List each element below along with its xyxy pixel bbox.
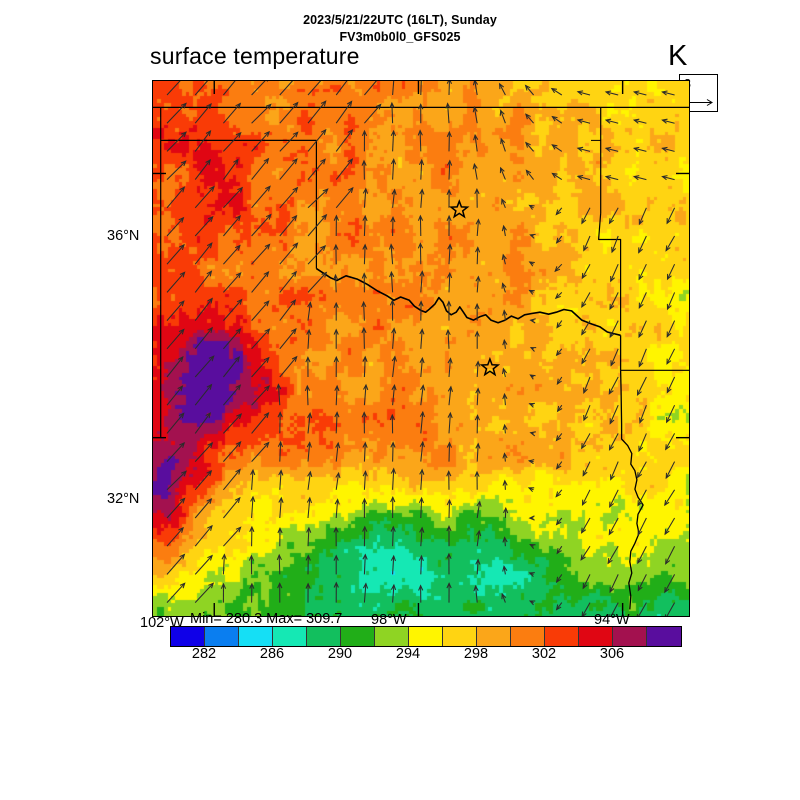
colorbar-tick: 298 [463,646,489,662]
wind-vector-field [166,81,676,616]
lat-tick-32n: 32°N [107,491,140,507]
lon-tick-94w: 94°W [594,612,630,628]
colorbar-tick: 306 [599,646,625,662]
colorbar-segment [375,627,409,646]
colorbar[interactable] [170,626,682,647]
colorbar-tick: 282 [191,646,217,662]
colorbar-segment [409,627,443,646]
station-star-north [449,199,470,219]
lat-tick-36n: 36°N [107,228,140,244]
colorbar-segment [171,627,205,646]
colorbar-tick: 286 [259,646,285,662]
colorbar-tick: 302 [531,646,557,662]
map-overlay-layer [153,81,689,616]
axis-ticks [153,81,689,616]
colorbar-segment [647,627,681,646]
timestamp-title: 2023/5/21/22UTC (16LT), Sunday [303,13,497,27]
unit-label: K [668,40,688,72]
colorbar-segment [205,627,239,646]
page-title: surface temperature [150,43,360,69]
state-border [598,213,622,331]
colorbar-segment [307,627,341,646]
colorbar-segment [239,627,273,646]
minmax-stats: Min= 280.3 Max= 309.7 [190,611,343,627]
lon-tick-98w: 98°W [371,612,407,628]
station-star-south [479,356,501,377]
colorbar-segment [341,627,375,646]
state-border [315,267,621,337]
colorbar-segment [579,627,613,646]
state-border [619,370,644,610]
colorbar-tick: 290 [327,646,353,662]
colorbar-tick-labels: 282 286 290 294 298 302 306 [170,646,682,666]
colorbar-segment [477,627,511,646]
colorbar-segment [273,627,307,646]
model-title: FV3m0b0l0_GFS025 [339,30,461,44]
colorbar-segment [511,627,545,646]
colorbar-tick: 294 [395,646,421,662]
map-plot-area[interactable] [152,80,690,617]
colorbar-segment [443,627,477,646]
colorbar-segment [613,627,647,646]
colorbar-segment [545,627,579,646]
